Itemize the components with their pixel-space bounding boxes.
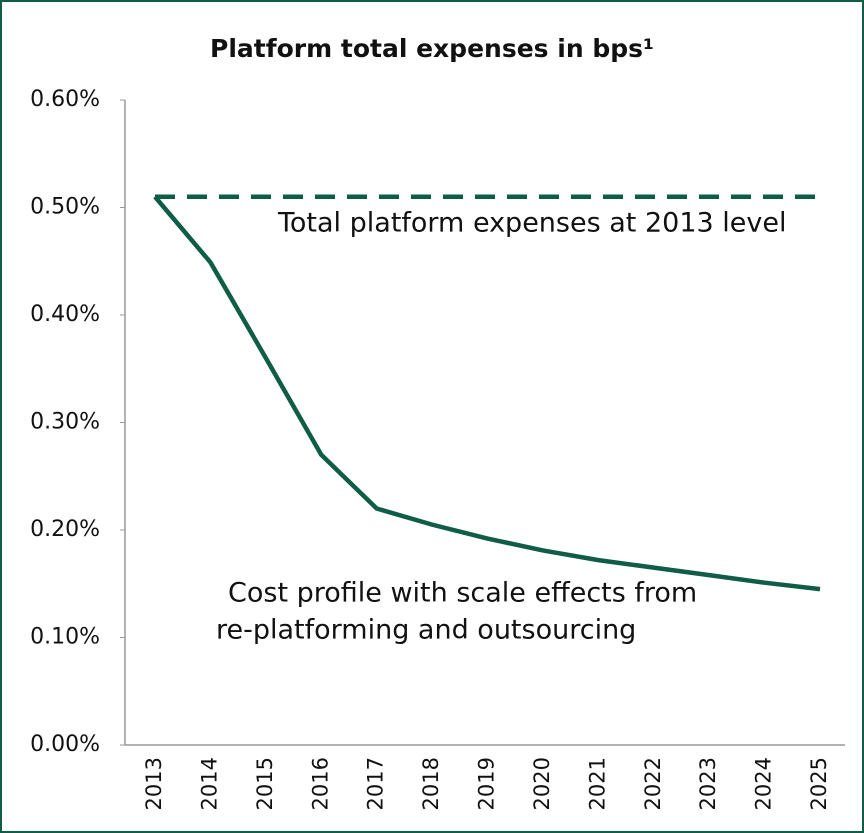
- y-tick-label: 0.50%: [30, 195, 100, 220]
- y-tick-label: 0.10%: [30, 625, 100, 650]
- x-tick-label: 2015: [253, 757, 277, 810]
- y-tick-label: 0.00%: [30, 732, 100, 757]
- annotation: re-platforming and outsourcing: [216, 615, 636, 646]
- x-tick-label: 2014: [197, 757, 221, 810]
- x-tick-label: 2025: [807, 757, 831, 810]
- chart-title: Platform total expenses in bps¹: [210, 34, 654, 63]
- annotation: Cost profile with scale effects from: [228, 578, 697, 609]
- x-tick-label: 2022: [641, 757, 665, 810]
- x-tick-label: 2016: [308, 757, 332, 810]
- cost-line: [153, 195, 821, 592]
- x-tick-label: 2019: [475, 757, 499, 810]
- x-tick-label: 2013: [142, 757, 166, 810]
- x-tick-label: 2021: [585, 757, 609, 810]
- x-tick-label: 2018: [419, 757, 443, 810]
- y-tick-label: 0.30%: [30, 410, 100, 435]
- y-tick-label: 0.60%: [30, 87, 100, 112]
- x-tick-label: 2023: [696, 757, 720, 810]
- annotation: Total platform expenses at 2013 level: [277, 208, 786, 239]
- y-tick-label: 0.40%: [30, 302, 100, 327]
- x-tick-label: 2017: [364, 757, 388, 810]
- y-tick-label: 0.20%: [30, 517, 100, 542]
- x-tick-label: 2024: [752, 757, 776, 810]
- x-tick-label: 2020: [530, 757, 554, 810]
